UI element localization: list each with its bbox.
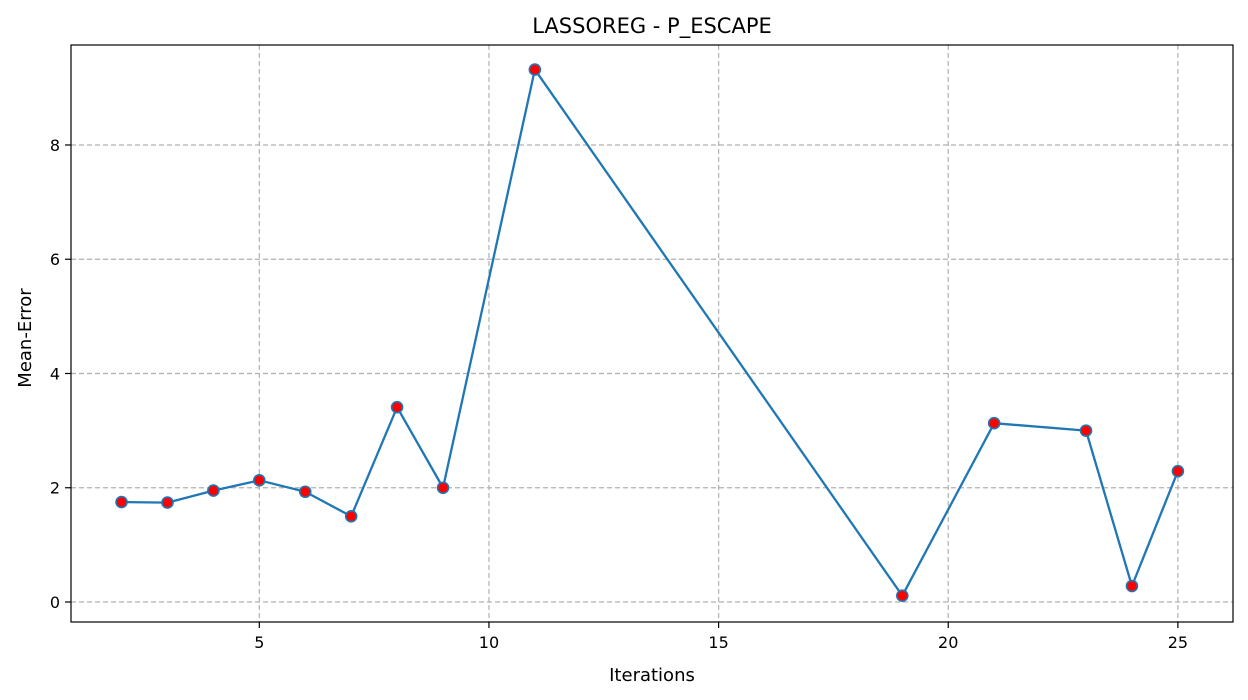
series-line xyxy=(121,68,1179,597)
data-point xyxy=(253,474,266,487)
plot-area-frame xyxy=(70,44,1234,623)
data-point xyxy=(161,496,174,509)
grid-lines xyxy=(71,45,1233,622)
data-point xyxy=(1079,424,1093,437)
data-point xyxy=(390,400,404,414)
data-point xyxy=(436,481,450,495)
x-tick-label: 10 xyxy=(479,633,499,652)
data-point xyxy=(207,484,220,497)
series-layer xyxy=(115,63,1185,603)
x-tick-label: 15 xyxy=(708,633,728,652)
y-tick-label: 0 xyxy=(50,593,60,612)
data-point xyxy=(1125,579,1139,593)
y-tick-label: 4 xyxy=(50,364,60,383)
y-axis-label: Mean-Error xyxy=(15,288,36,388)
y-tick-label: 8 xyxy=(50,136,60,155)
y-tick-label: 2 xyxy=(50,479,60,498)
x-tick-label: 25 xyxy=(1168,633,1188,652)
chart-title: LASSOREG - P_ESCAPE xyxy=(532,14,772,39)
data-point xyxy=(896,589,909,603)
y-tick-label: 6 xyxy=(50,250,60,269)
x-tick-label: 5 xyxy=(254,633,264,652)
x-axis-label: Iterations xyxy=(609,665,695,686)
data-point xyxy=(298,485,312,499)
data-point xyxy=(528,63,542,76)
axis-ticks: 5 10 15 20 25 0 2 4 6 8 xyxy=(50,136,1188,652)
data-point xyxy=(987,416,1001,430)
data-point xyxy=(344,510,358,523)
data-point xyxy=(115,495,128,509)
x-tick-label: 20 xyxy=(938,633,958,652)
data-point xyxy=(1171,464,1185,478)
